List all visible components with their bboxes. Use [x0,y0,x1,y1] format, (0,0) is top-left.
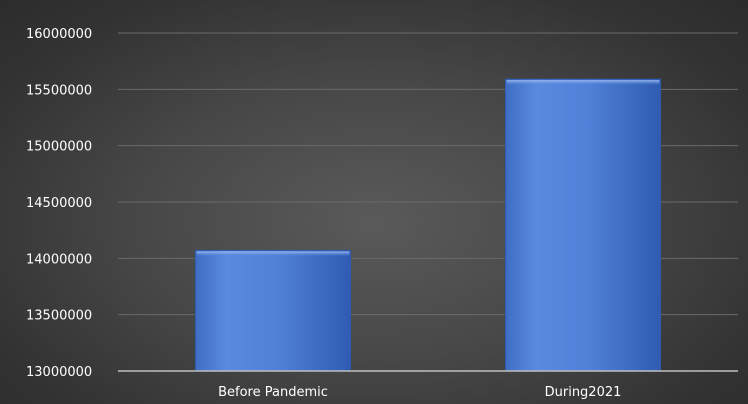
y-tick-label: 15000000 [26,140,92,155]
bar [506,79,661,371]
x-category-label: Before Pandemic [218,385,328,400]
y-tick-label: 16000000 [26,27,92,42]
bar [196,250,351,371]
y-tick-label: 15500000 [26,83,92,98]
bars [196,79,661,371]
y-tick-label: 13500000 [26,309,92,324]
x-category-label: During2021 [545,385,622,400]
bar-highlight [197,251,350,256]
bar-highlight [507,80,660,85]
y-tick-label: 13000000 [26,365,92,380]
y-tick-label: 14000000 [26,252,92,267]
y-tick-label: 14500000 [26,196,92,211]
